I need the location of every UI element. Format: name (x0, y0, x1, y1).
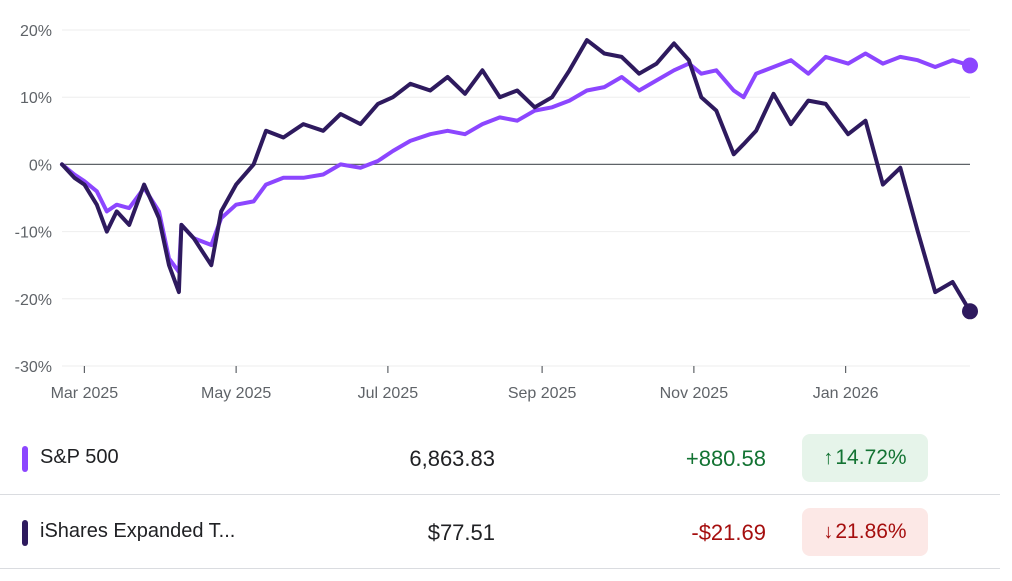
y-tick-label: 10% (20, 90, 52, 107)
series-end-point[interactable] (962, 303, 978, 320)
percent-badge: ↓ 21.86% (802, 508, 928, 556)
x-tick-label: Sep 2025 (508, 385, 577, 402)
grid-lines (62, 29, 970, 367)
y-tick-label: -20% (15, 292, 52, 309)
comparison-line-chart: 20% 10% 0% -10% -20% -30% Mar 2025 May 2025 Jul… (15, 23, 978, 402)
percent-value: 21.86% (835, 520, 907, 543)
arrow-down-icon: ↓ (823, 520, 834, 543)
legend-row-ishares[interactable]: iShares Expanded T... $77.51 -$21.69 ↓ 2… (0, 496, 1000, 568)
x-tick-label: May 2025 (201, 385, 271, 402)
x-tick-label: Jul 2025 (358, 385, 419, 402)
x-tick-label: Mar 2025 (51, 385, 119, 402)
series-change: +880.58 (685, 446, 766, 471)
x-axis: Mar 2025 May 2025 Jul 2025 Sep 2025 Nov 2025… (51, 366, 879, 402)
series-name: S&P 500 (40, 446, 119, 468)
series-name: iShares Expanded T... (40, 520, 236, 542)
series-change: -$21.69 (691, 520, 766, 545)
y-tick-label: -10% (15, 225, 52, 242)
series-swatch (22, 520, 28, 546)
y-axis: 20% 10% 0% -10% -20% -30% (15, 23, 52, 376)
x-tick-label: Jan 2026 (813, 385, 879, 402)
y-tick-label: 0% (29, 157, 52, 174)
row-divider (0, 568, 1000, 569)
series-price: 6,863.83 (409, 446, 495, 471)
x-tick-label: Nov 2025 (660, 385, 729, 402)
y-tick-label: -30% (15, 359, 52, 376)
percent-badge: ↑ 14.72% (802, 434, 928, 482)
legend-row-sp500[interactable]: S&P 500 6,863.83 +880.58 ↑ 14.72% (0, 422, 1000, 494)
series-end-point[interactable] (962, 57, 978, 74)
arrow-up-icon: ↑ (823, 446, 834, 469)
row-divider (0, 494, 1000, 495)
series-line-sp500 (60, 51, 972, 274)
y-tick-label: 20% (20, 23, 52, 40)
series-price: $77.51 (427, 520, 495, 545)
series-lines (60, 38, 978, 320)
percent-value: 14.72% (835, 446, 907, 469)
series-line-ishares (60, 38, 972, 314)
series-swatch (22, 446, 28, 472)
